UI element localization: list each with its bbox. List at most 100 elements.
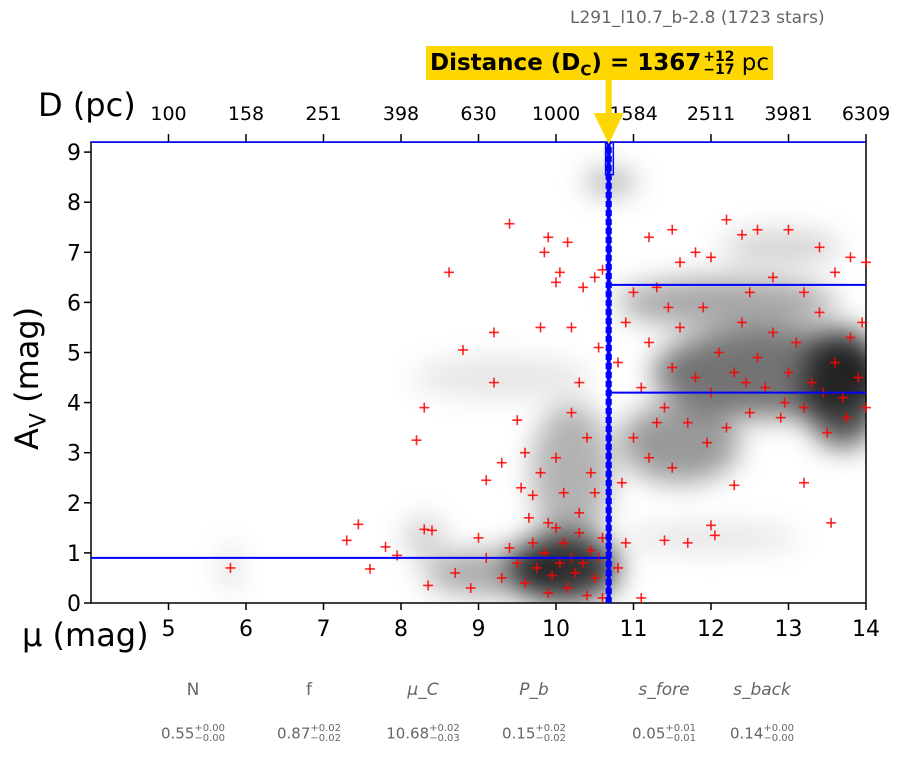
- data-point: [853, 372, 864, 383]
- y-tick-label: 9: [67, 141, 81, 166]
- x-tick-label: 14: [852, 617, 880, 642]
- data-point: [791, 337, 802, 348]
- data-point: [822, 427, 833, 438]
- data-point: [582, 432, 592, 443]
- y-tick-label: 8: [67, 191, 81, 216]
- top-axis-label: D (pc): [38, 86, 136, 124]
- parameter-name: f: [306, 680, 312, 700]
- distance-prefix: Distance (D: [430, 50, 581, 76]
- density-blob: [404, 517, 445, 558]
- data-point: [682, 537, 693, 548]
- parameter-error: +0.00 −0.00: [194, 724, 225, 744]
- data-point: [578, 282, 589, 293]
- data-point: [729, 480, 740, 491]
- data-point: [512, 415, 523, 426]
- data-point: [659, 402, 670, 413]
- data-point: [489, 377, 499, 388]
- data-point: [841, 412, 852, 423]
- y-tick-label: 4: [67, 392, 81, 417]
- data-point: [353, 519, 364, 530]
- parameter-error: +0.00 −0.00: [763, 724, 794, 744]
- parameter-value: 0.14: [729, 724, 764, 743]
- data-point: [380, 541, 391, 552]
- parameter-minus: −0.02: [310, 733, 342, 744]
- density-blob: [621, 525, 801, 550]
- data-point: [783, 367, 794, 378]
- distance-sub: C: [580, 61, 592, 80]
- data-point: [489, 327, 499, 338]
- parameter-plus: +0.00: [194, 723, 226, 734]
- y-tick-label: 3: [67, 442, 81, 467]
- data-point: [744, 287, 755, 298]
- data-point: [814, 242, 825, 253]
- data-point: [675, 257, 685, 268]
- data-point: [667, 462, 678, 473]
- data-point: [547, 570, 558, 581]
- data-point: [551, 452, 561, 463]
- data-point: [496, 572, 507, 583]
- parameter-name: N: [186, 680, 200, 700]
- data-point: [543, 517, 554, 528]
- data-point: [737, 317, 747, 328]
- data-point: [520, 577, 530, 588]
- data-point: [365, 563, 375, 574]
- data-point: [799, 402, 809, 413]
- data-point: [527, 537, 538, 548]
- arrow-shaft: [605, 80, 612, 114]
- data-point: [698, 302, 709, 313]
- data-point: [551, 277, 561, 288]
- data-point: [706, 520, 716, 531]
- parameter-name: s_fore: [638, 680, 690, 700]
- data-point: [465, 582, 476, 593]
- step-line: [604, 142, 615, 176]
- data-point: [585, 545, 596, 556]
- data-point: [589, 572, 600, 583]
- data-point: [589, 272, 600, 283]
- top-tick-label: 100: [150, 103, 186, 125]
- y-label-sub: V: [26, 413, 52, 429]
- data-point: [729, 367, 740, 378]
- data-point: [566, 407, 577, 418]
- data-point: [554, 267, 565, 278]
- data-point: [644, 452, 654, 463]
- y-tick-label: 0: [67, 592, 81, 617]
- data-point: [830, 267, 840, 278]
- top-tick-label: 1000: [532, 103, 580, 125]
- y-axis-label: AV (mag): [8, 307, 51, 450]
- distance-label: Distance (DC) = 1367 +12 −17 pc: [426, 46, 774, 80]
- data-point: [799, 477, 809, 488]
- data-point: [709, 530, 720, 541]
- data-point: [752, 224, 763, 235]
- parameter-minus: −0.01: [665, 733, 697, 744]
- parameter-name: μ_C: [407, 680, 439, 700]
- top-tick-label: 398: [383, 103, 419, 125]
- y-tick-label: 2: [67, 492, 81, 517]
- data-point: [806, 377, 817, 388]
- data-point: [512, 557, 523, 568]
- data-point: [535, 322, 546, 333]
- data-point: [857, 317, 868, 328]
- data-point: [543, 587, 554, 598]
- parameter-name: P_b: [519, 680, 549, 700]
- data-point: [775, 412, 786, 423]
- data-point: [419, 402, 430, 413]
- data-point: [554, 557, 565, 568]
- data-point: [837, 392, 848, 403]
- data-point: [675, 322, 685, 333]
- parameter-error: +0.02 −0.03: [429, 724, 460, 744]
- data-point: [613, 562, 623, 573]
- top-tick-label: 630: [460, 103, 496, 125]
- distance-value: ) = 1367: [591, 50, 702, 76]
- data-point: [539, 547, 550, 558]
- data-point: [558, 537, 569, 548]
- data-point: [444, 267, 455, 278]
- data-point: [799, 287, 809, 298]
- density-blob: [411, 357, 592, 398]
- x-tick-label: 7: [317, 617, 331, 642]
- data-point: [527, 490, 538, 501]
- x-tick-label: 8: [394, 617, 408, 642]
- data-point: [593, 342, 604, 353]
- data-point: [667, 224, 678, 235]
- field-subtitle: L291_l10.7_b-2.8 (1723 stars): [570, 8, 825, 28]
- distance-plus: +12: [703, 48, 735, 65]
